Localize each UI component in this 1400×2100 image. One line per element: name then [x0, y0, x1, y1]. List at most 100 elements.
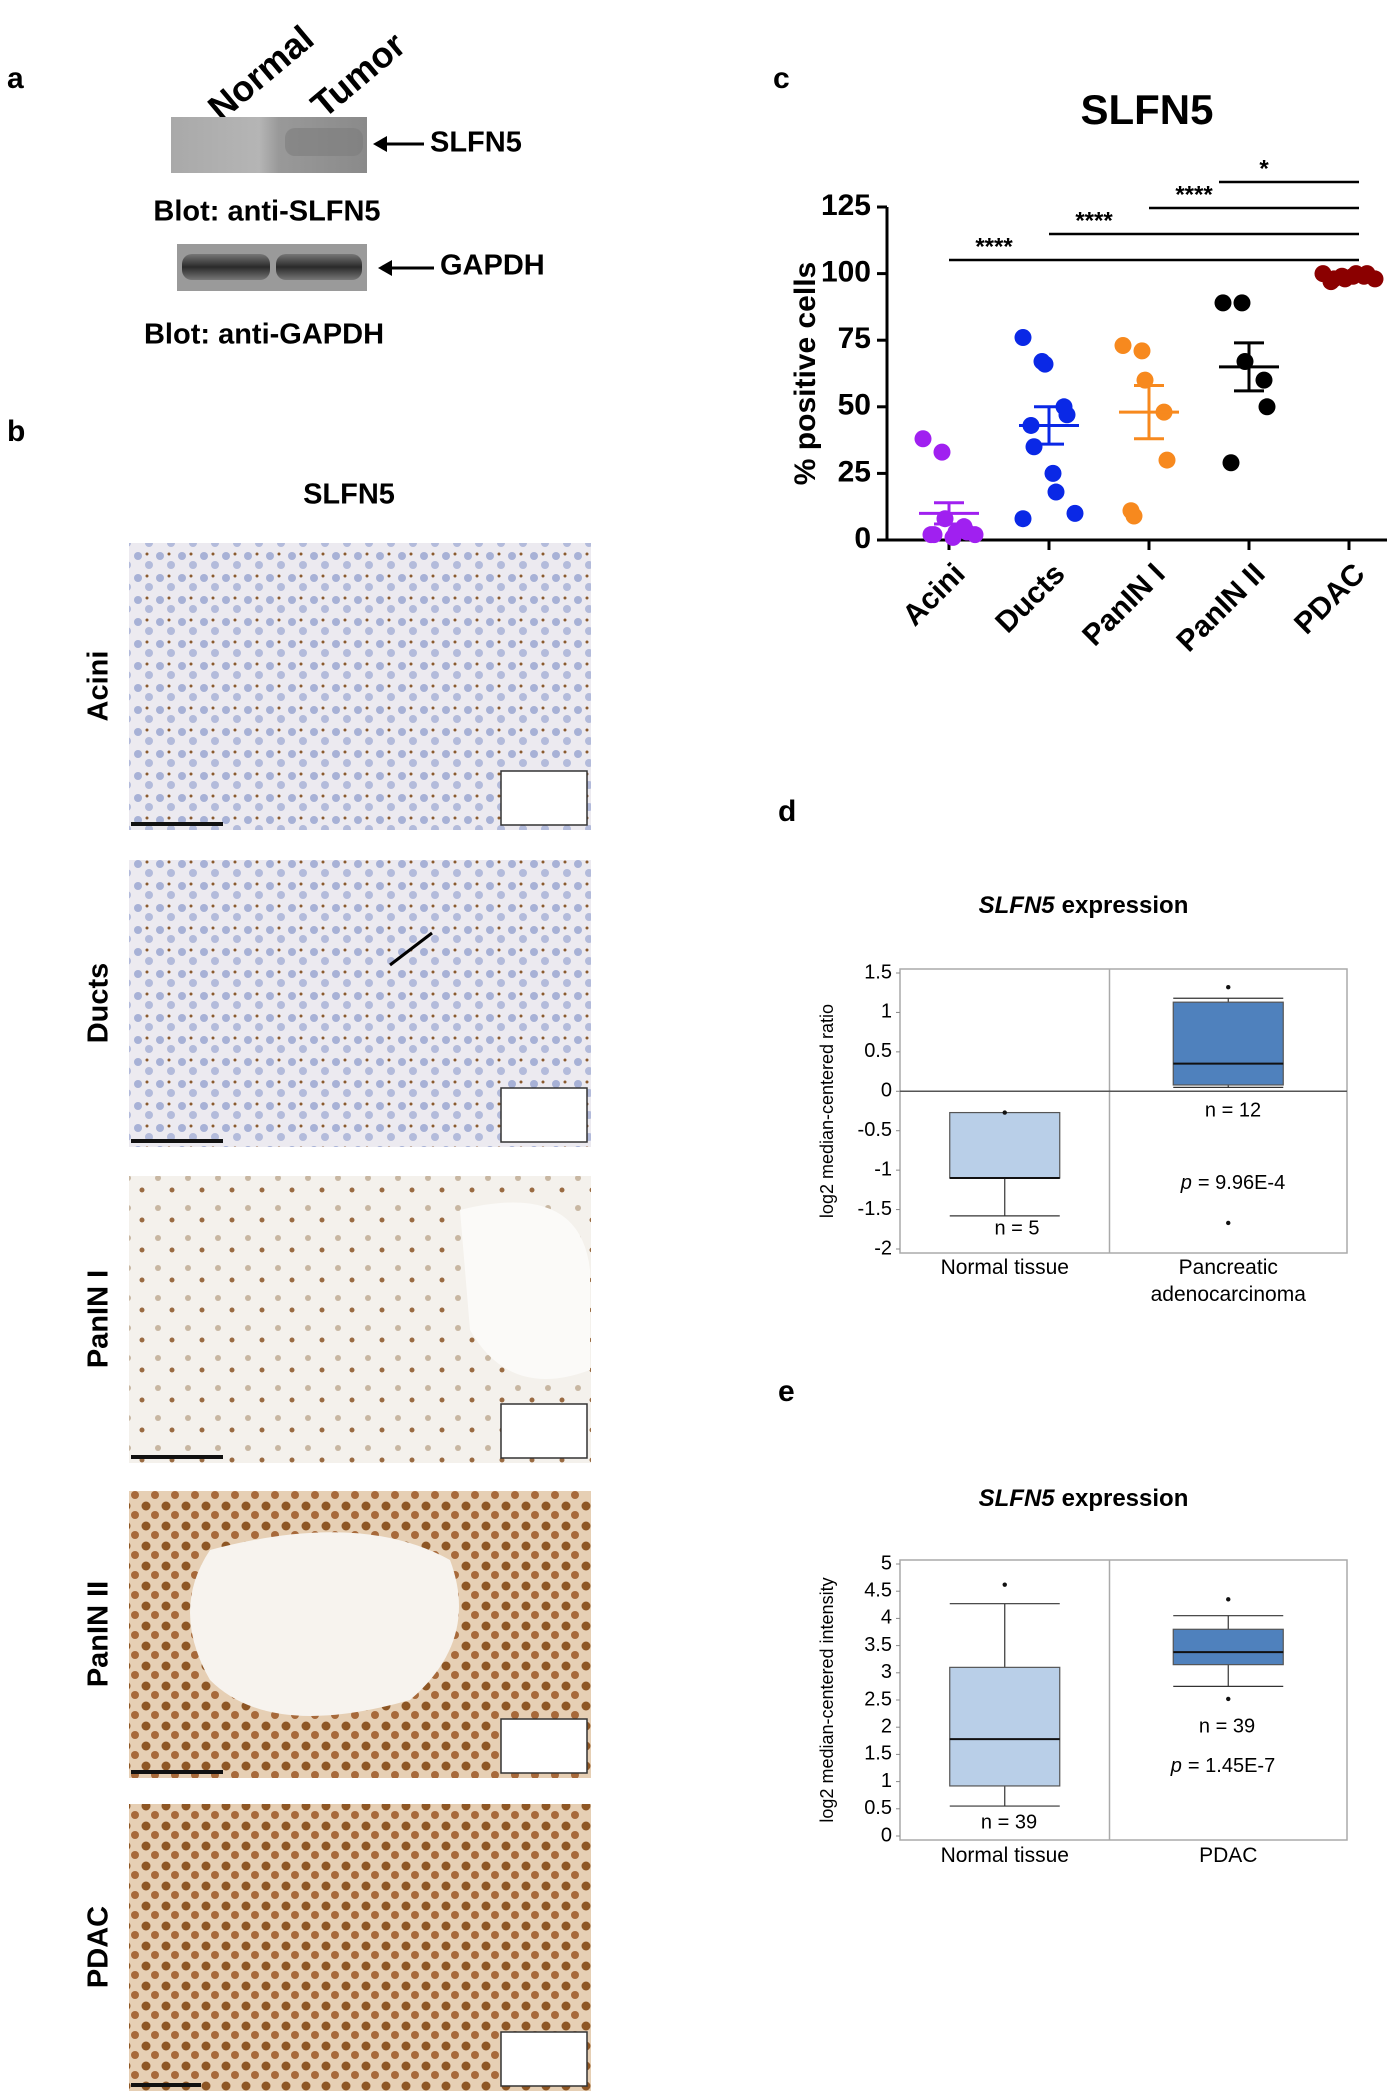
data-point [1014, 329, 1032, 347]
y-tick-label: 100 [821, 256, 871, 289]
y-tick-label: 50 [838, 389, 871, 422]
lane-label: Normal [200, 17, 321, 128]
x-tick-label: Acini [896, 557, 971, 632]
p-text: = 9.96E-4 [1198, 1172, 1285, 1194]
data-point [1066, 504, 1084, 522]
n-label: n = 5 [994, 1217, 1039, 1239]
y-tick-label: 1.5 [864, 961, 892, 983]
blot-target: GAPDH [440, 250, 545, 282]
blot-band [182, 254, 270, 280]
box [1172, 1628, 1284, 1666]
plot-frame [899, 968, 1348, 1254]
p-value: p = 9.96E-4 [1180, 1172, 1285, 1194]
ihc-row-label: PanIN II [83, 1581, 115, 1687]
x-tick-label-box: Normal tissue [941, 1256, 1069, 1279]
n-label: n = 39 [1199, 1715, 1255, 1737]
ihc-row-label: PanIN I [83, 1270, 115, 1368]
blot-band [276, 254, 362, 280]
blot-caption: Blot: anti-GAPDH [144, 319, 384, 351]
n-label: n = 39 [981, 1811, 1037, 1833]
data-point [1233, 294, 1251, 312]
x-tick-label: Pancreatic adenocarcinoma [1150, 1256, 1306, 1306]
y-tick-label: 1 [881, 1001, 892, 1023]
data-point [1258, 398, 1276, 416]
data-point [925, 526, 943, 544]
chart-title: SLFN5 expression [979, 892, 1189, 919]
panel-label: a [7, 62, 24, 95]
outlier [1226, 1597, 1231, 1602]
x-tick-label: PDAC [1288, 557, 1371, 640]
panel-label: e [778, 1375, 795, 1408]
data-point [1114, 337, 1132, 355]
blot-caption: Blot: anti-SLFN5 [153, 196, 380, 228]
y-tick-label: 3 [881, 1661, 892, 1683]
title-gene: SLFN5 [979, 1485, 1056, 1512]
y-axis-label: log2 median-centered ratio [817, 1004, 837, 1218]
y-tick-label: 75 [838, 322, 871, 355]
chart-title: SLFN5 [1080, 86, 1213, 133]
p-text: = 1.45E-7 [1188, 1755, 1275, 1777]
y-tick-label: 0 [854, 522, 871, 555]
y-tick-label: 4.5 [864, 1579, 892, 1601]
n-label: n = 12 [1205, 1099, 1261, 1121]
title-text: expression [1062, 1485, 1189, 1512]
inset [500, 2031, 588, 2087]
scale-bar [131, 1770, 223, 1774]
x-tick-label: Normal tissue [940, 1844, 1069, 1867]
x-tick-label: Ducts [989, 557, 1071, 639]
inset [500, 1718, 588, 1774]
data-point [1047, 483, 1065, 501]
y-tick-label: 1 [881, 1770, 892, 1792]
data-point [1014, 510, 1032, 528]
lumen [190, 1532, 459, 1716]
box [1172, 1001, 1284, 1086]
arrow [389, 931, 433, 967]
p-value: p = 1.45E-7 [1170, 1755, 1275, 1777]
data-point [1366, 270, 1384, 288]
inset [500, 1087, 588, 1143]
x-tick-label: PDAC [1199, 1844, 1258, 1867]
y-tick-label: 2.5 [864, 1688, 892, 1710]
y-tick-label: 125 [821, 189, 871, 222]
arrow-head [373, 136, 387, 152]
data-point [1222, 454, 1240, 472]
chart-title: SLFN5 expression [979, 1485, 1189, 1512]
y-tick-label: 0 [881, 1824, 892, 1846]
x-tick-label-box: PDAC [1199, 1844, 1258, 1867]
inset [500, 1403, 588, 1459]
significance-label: **** [975, 233, 1013, 260]
ihc-row-label: PDAC [83, 1906, 115, 1988]
ihc-row-label: Ducts [83, 963, 115, 1044]
y-axis-label: log2 median-centered intensity [817, 1577, 837, 1822]
x-tick-label: PanIN I [1076, 557, 1171, 652]
ihc-images [129, 543, 591, 2091]
y-tick-label: 2 [881, 1715, 892, 1737]
significance-label: **** [1175, 181, 1213, 208]
data-point [1255, 371, 1273, 389]
ihc-title: SLFN5 [303, 479, 395, 511]
arrow-head [378, 260, 392, 276]
outlier [1002, 1110, 1007, 1115]
inset [500, 770, 588, 826]
lumen [460, 1202, 590, 1379]
title-text: expression [1062, 892, 1189, 919]
y-tick-label: -1.5 [858, 1198, 892, 1220]
data-point [1025, 438, 1043, 456]
significance-label: **** [1075, 207, 1113, 234]
p-symbol: p [1170, 1755, 1182, 1777]
p-symbol: p [1180, 1172, 1192, 1194]
scale-bar [131, 2083, 201, 2087]
data-point [966, 526, 984, 544]
outlier [1226, 1696, 1231, 1702]
y-tick-label: 4 [881, 1607, 892, 1629]
y-axis-label: % positive cells [789, 262, 822, 485]
y-tick-label: 0.5 [864, 1040, 892, 1062]
data-point [933, 443, 951, 461]
outlier [1002, 1582, 1007, 1587]
y-tick-label: 25 [838, 455, 871, 488]
significance-label: * [1259, 155, 1269, 182]
y-tick-label: 3.5 [864, 1634, 892, 1656]
ihc-row-label: Acini [83, 651, 115, 722]
data-point [1158, 451, 1176, 469]
